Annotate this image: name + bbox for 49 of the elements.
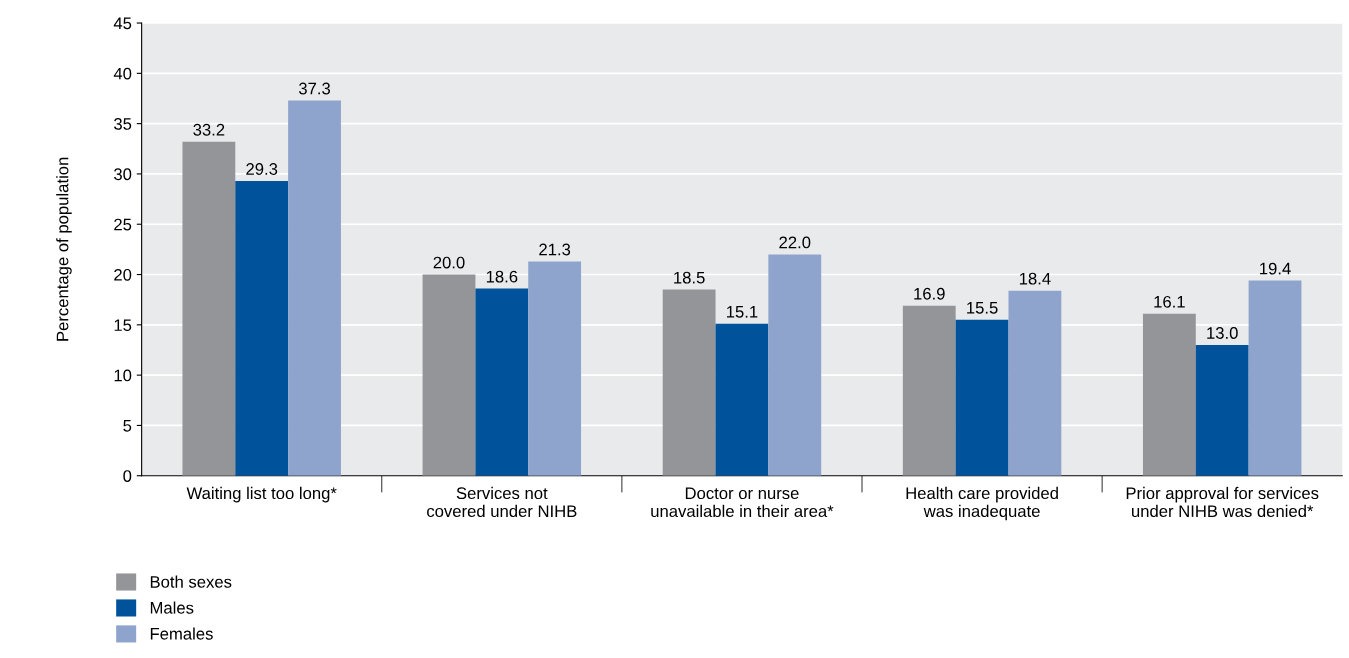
data-label: 18.5 <box>674 271 705 284</box>
data-label: 15.1 <box>727 306 758 318</box>
data-label: 22.0 <box>779 236 811 249</box>
x-tick-label: Waiting list too long* <box>186 486 337 503</box>
y-tick-label: 40 <box>113 67 132 80</box>
data-label: 37.3 <box>298 82 331 95</box>
bar <box>1195 344 1249 476</box>
bar <box>902 305 956 476</box>
bar <box>475 288 529 476</box>
data-label: 33.2 <box>193 123 225 136</box>
bar <box>235 180 289 476</box>
bar <box>528 261 582 476</box>
y-tick-label: 45 <box>113 17 132 30</box>
data-label: 18.6 <box>486 270 518 283</box>
data-label: 16.1 <box>1154 295 1185 308</box>
data-label: 19.4 <box>1260 262 1291 275</box>
data-label: 29.3 <box>246 163 278 175</box>
bar <box>955 319 1009 476</box>
bar <box>422 274 476 476</box>
x-tick-label: Health care provided was inadequate <box>906 486 1058 521</box>
data-label: 13.0 <box>1207 327 1238 339</box>
bar <box>662 289 716 476</box>
legend-label: Females <box>150 627 213 640</box>
data-label: 16.9 <box>914 287 945 300</box>
legend-label: Both sexes <box>150 575 232 588</box>
x-tick-label: Doctor or nurse unavailable in their area* <box>651 487 834 518</box>
y-tick-label: 0 <box>123 470 132 482</box>
data-label: 15.5 <box>967 302 998 314</box>
data-label: 20.0 <box>433 256 465 269</box>
y-tick-label: 25 <box>114 218 132 231</box>
bar <box>288 100 341 476</box>
bar <box>768 254 822 476</box>
y-tick-label: 15 <box>114 319 132 332</box>
bar <box>1008 290 1062 476</box>
x-tick-label: Services not covered under NIHB <box>427 486 577 518</box>
bar <box>1142 313 1196 476</box>
legend-label: Males <box>150 601 194 614</box>
data-label: 21.3 <box>539 243 571 256</box>
y-axis-title: Percentage of population <box>56 157 72 341</box>
bar <box>715 323 769 476</box>
y-tick-label: 35 <box>114 118 132 130</box>
y-tick-label: 20 <box>114 268 132 281</box>
x-tick-label: Prior approval for services under NIHB was denied* <box>1126 486 1319 518</box>
y-tick-label: 5 <box>123 420 132 432</box>
bar <box>1248 280 1302 476</box>
bar <box>182 141 236 476</box>
y-tick-label: 30 <box>114 168 132 181</box>
y-tick-label: 10 <box>114 369 132 382</box>
data-label: 18.4 <box>1019 272 1051 285</box>
